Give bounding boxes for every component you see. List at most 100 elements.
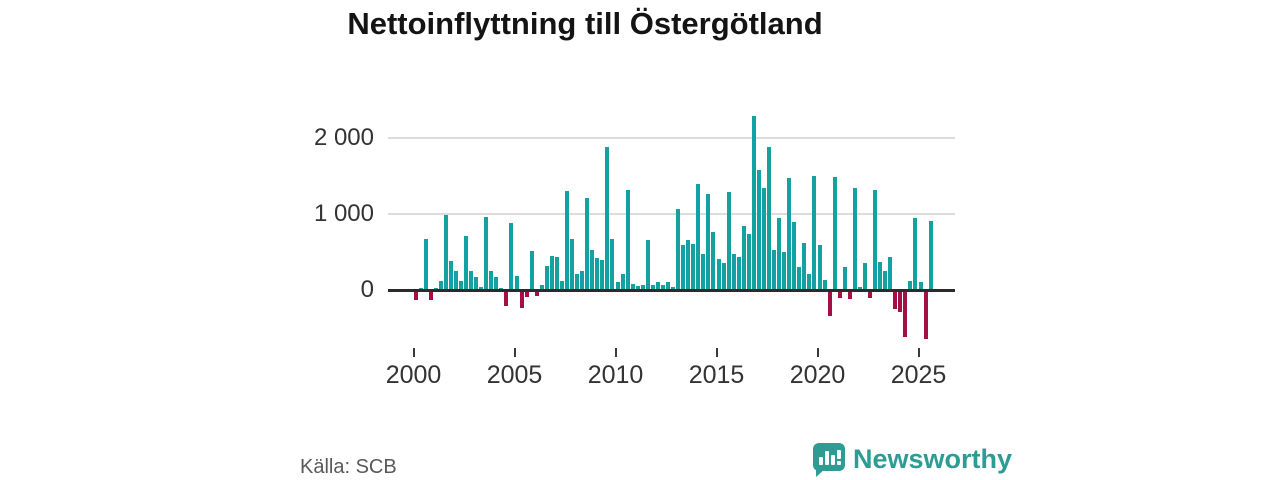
- bar-q70: [767, 146, 771, 290]
- bar-q89: [862, 263, 867, 290]
- newsworthy-logo-icon: [813, 443, 845, 477]
- bar-q79: [812, 175, 817, 290]
- chart-title: Nettoinflyttning till Östergötland: [347, 6, 823, 41]
- bar-q49: [660, 284, 665, 290]
- bar-q102: [928, 221, 933, 290]
- bar-q66: [746, 233, 751, 290]
- bar-q67: [751, 116, 756, 290]
- gridline-1000: [388, 213, 955, 216]
- bar-q2: [423, 238, 428, 290]
- bar-q35: [590, 250, 595, 290]
- x-tick-2005: [513, 348, 516, 357]
- x-tick-2000: [412, 348, 415, 357]
- bar-q11: [469, 270, 474, 290]
- x-axis-label: 2020: [789, 361, 846, 389]
- bar-q37: [600, 259, 605, 290]
- bar-q14: [484, 216, 489, 290]
- zero-axis-line: [388, 288, 955, 292]
- bar-q71: [772, 250, 777, 290]
- bar-q7: [448, 261, 453, 290]
- bar-q15: [489, 270, 494, 290]
- bar-q13: [479, 286, 484, 290]
- bar-q86: [847, 292, 852, 300]
- bar-q75: [792, 221, 797, 290]
- logo-exclamation-line: [837, 450, 841, 459]
- x-axis-label: 2010: [587, 361, 644, 389]
- bar-q83: [832, 177, 837, 290]
- bar-q97: [903, 292, 908, 338]
- bar-q100: [918, 281, 923, 290]
- bar-q57: [701, 254, 706, 290]
- bar-q16: [494, 277, 499, 290]
- bar-q94: [888, 256, 893, 290]
- bar-q93: [883, 270, 888, 290]
- x-tick-2010: [614, 348, 617, 357]
- bar-q64: [736, 256, 741, 290]
- bar-q9: [458, 281, 463, 290]
- brand-name: Newsworthy: [853, 444, 1013, 474]
- bar-q43: [630, 283, 635, 290]
- bar-q82: [827, 292, 832, 316]
- bar-q91: [873, 190, 878, 290]
- bar-q0: [413, 292, 418, 300]
- logo-chart-bar: [831, 455, 835, 465]
- bar-q60: [716, 258, 721, 290]
- bar-q18: [504, 292, 509, 307]
- logo-exclamation-dot: [837, 461, 841, 465]
- x-tick-2015: [715, 348, 718, 357]
- bar-q73: [782, 252, 787, 290]
- bar-q95: [893, 292, 898, 309]
- bar-q92: [878, 261, 883, 290]
- bar-q101: [923, 292, 928, 339]
- bar-q25: [539, 285, 544, 290]
- bar-q61: [721, 263, 726, 290]
- bar-q85: [842, 266, 847, 290]
- y-axis-label: 1 000: [313, 200, 374, 228]
- bar-q72: [777, 218, 782, 290]
- bar-q48: [655, 281, 660, 290]
- bar-q50: [666, 282, 670, 290]
- y-axis-label: 0: [360, 276, 374, 303]
- bar-q58: [706, 193, 711, 290]
- y-axis-label: 2 000: [313, 124, 374, 152]
- bar-q20: [514, 276, 519, 290]
- bar-q65: [741, 226, 746, 290]
- bar-q12: [474, 277, 479, 290]
- bar-q31: [570, 239, 575, 290]
- brand-footer: Newsworthy: [813, 443, 1013, 477]
- bar-q76: [797, 267, 802, 290]
- bar-q42: [625, 190, 630, 290]
- bar-q81: [822, 279, 827, 290]
- bar-q3: [428, 292, 433, 301]
- bar-q51: [671, 286, 676, 290]
- bar-q34: [585, 197, 590, 290]
- bar-q68: [756, 170, 761, 290]
- x-axis-label: 2005: [486, 361, 543, 389]
- bar-q26: [544, 265, 549, 290]
- bar-q53: [681, 245, 686, 290]
- bar-q96: [898, 292, 903, 313]
- bar-q36: [595, 258, 600, 290]
- bar-q69: [761, 187, 766, 290]
- bar-q5: [438, 280, 443, 290]
- bar-q30: [565, 191, 569, 290]
- bar-q46: [645, 240, 650, 290]
- source-note: Källa: SCB: [300, 456, 397, 478]
- bar-q6: [443, 215, 448, 290]
- bar-q29: [559, 280, 564, 290]
- logo-chart-bar: [819, 457, 823, 465]
- bar-q44: [635, 285, 640, 290]
- bar-q33: [580, 271, 585, 290]
- bar-q27: [549, 255, 554, 290]
- bar-q59: [711, 231, 716, 290]
- bar-q22: [524, 292, 529, 297]
- bar-q87: [852, 188, 857, 290]
- bar-q77: [802, 243, 807, 290]
- logo-speech-tail: [816, 469, 825, 477]
- x-axis-label: 2025: [890, 361, 947, 389]
- bar-q8: [453, 271, 458, 290]
- bar-q62: [726, 192, 731, 290]
- bar-q90: [868, 292, 872, 298]
- logo-chart-bar: [825, 451, 829, 465]
